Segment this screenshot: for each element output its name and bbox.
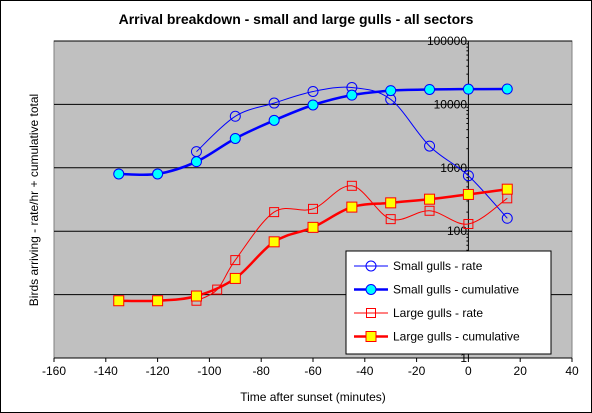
data-point bbox=[190, 156, 202, 168]
data-point bbox=[229, 272, 241, 284]
data-point bbox=[268, 97, 280, 109]
series-3 bbox=[113, 183, 513, 307]
x-tick-label: -20 bbox=[408, 364, 426, 378]
data-point bbox=[113, 168, 125, 180]
series-line bbox=[196, 86, 508, 219]
data-point bbox=[385, 85, 397, 97]
data-point bbox=[307, 221, 319, 233]
data-point bbox=[269, 207, 280, 218]
series-line bbox=[196, 185, 508, 302]
data-point bbox=[152, 295, 164, 307]
x-tick-label: -60 bbox=[304, 364, 322, 378]
data-point bbox=[346, 89, 358, 101]
series-1 bbox=[113, 83, 513, 180]
x-tick-label: -80 bbox=[253, 364, 271, 378]
data-point bbox=[307, 99, 319, 111]
data-point bbox=[424, 83, 436, 95]
legend: Small gulls - rate Small gulls - cumulati… bbox=[345, 250, 552, 355]
legend-swatch-marker bbox=[365, 331, 377, 342]
data-point bbox=[501, 212, 513, 224]
x-tick-label: -160 bbox=[42, 364, 66, 378]
data-point bbox=[424, 205, 435, 216]
x-tick-label: 40 bbox=[565, 364, 579, 378]
data-point bbox=[346, 201, 358, 213]
legend-label: Small gulls - rate bbox=[393, 259, 483, 273]
data-point bbox=[462, 188, 474, 200]
x-tick-label: -140 bbox=[94, 364, 118, 378]
data-point bbox=[424, 193, 436, 205]
data-point bbox=[501, 83, 513, 95]
y-axis-label: Birds arriving - rate/hr + cumulative to… bbox=[27, 94, 41, 306]
x-tick-label: -40 bbox=[356, 364, 374, 378]
legend-label: Large gulls - cumulative bbox=[393, 330, 520, 344]
x-axis-label: Time after sunset (minutes) bbox=[240, 390, 386, 404]
data-point bbox=[307, 85, 319, 97]
data-point bbox=[346, 180, 357, 191]
data-point bbox=[424, 140, 436, 152]
data-point bbox=[229, 132, 241, 144]
data-point bbox=[190, 290, 202, 302]
series-2 bbox=[191, 180, 513, 306]
data-point bbox=[152, 168, 164, 180]
data-point bbox=[229, 110, 241, 122]
legend-label: Large gulls - rate bbox=[393, 306, 483, 320]
data-point bbox=[230, 255, 241, 266]
data-point bbox=[462, 170, 474, 182]
data-point bbox=[385, 214, 396, 225]
data-point bbox=[308, 203, 318, 214]
legend-swatch-marker bbox=[365, 284, 377, 295]
data-point bbox=[268, 114, 280, 126]
data-point bbox=[113, 295, 125, 307]
y-tick-label: 100000 bbox=[427, 34, 467, 48]
y-tick-label: 1000 bbox=[440, 161, 467, 175]
legend-swatch-marker bbox=[365, 260, 377, 272]
series bbox=[113, 81, 513, 307]
data-point bbox=[463, 218, 474, 229]
data-point bbox=[462, 83, 474, 95]
legend-swatch-marker bbox=[366, 308, 376, 318]
data-point bbox=[501, 183, 513, 195]
y-tick-label: 10000 bbox=[434, 97, 468, 111]
x-tick-label: -100 bbox=[197, 364, 221, 378]
x-tick-label: 0 bbox=[465, 364, 472, 378]
chart-title: Arrival breakdown - small and large gull… bbox=[119, 11, 474, 27]
legend-label: Small gulls - cumulative bbox=[393, 283, 519, 297]
data-point bbox=[385, 197, 397, 209]
y-tick-label: 100 bbox=[447, 224, 467, 238]
data-point bbox=[268, 236, 280, 248]
x-tick-label: 20 bbox=[514, 364, 528, 378]
x-tick-label: -120 bbox=[146, 364, 170, 378]
